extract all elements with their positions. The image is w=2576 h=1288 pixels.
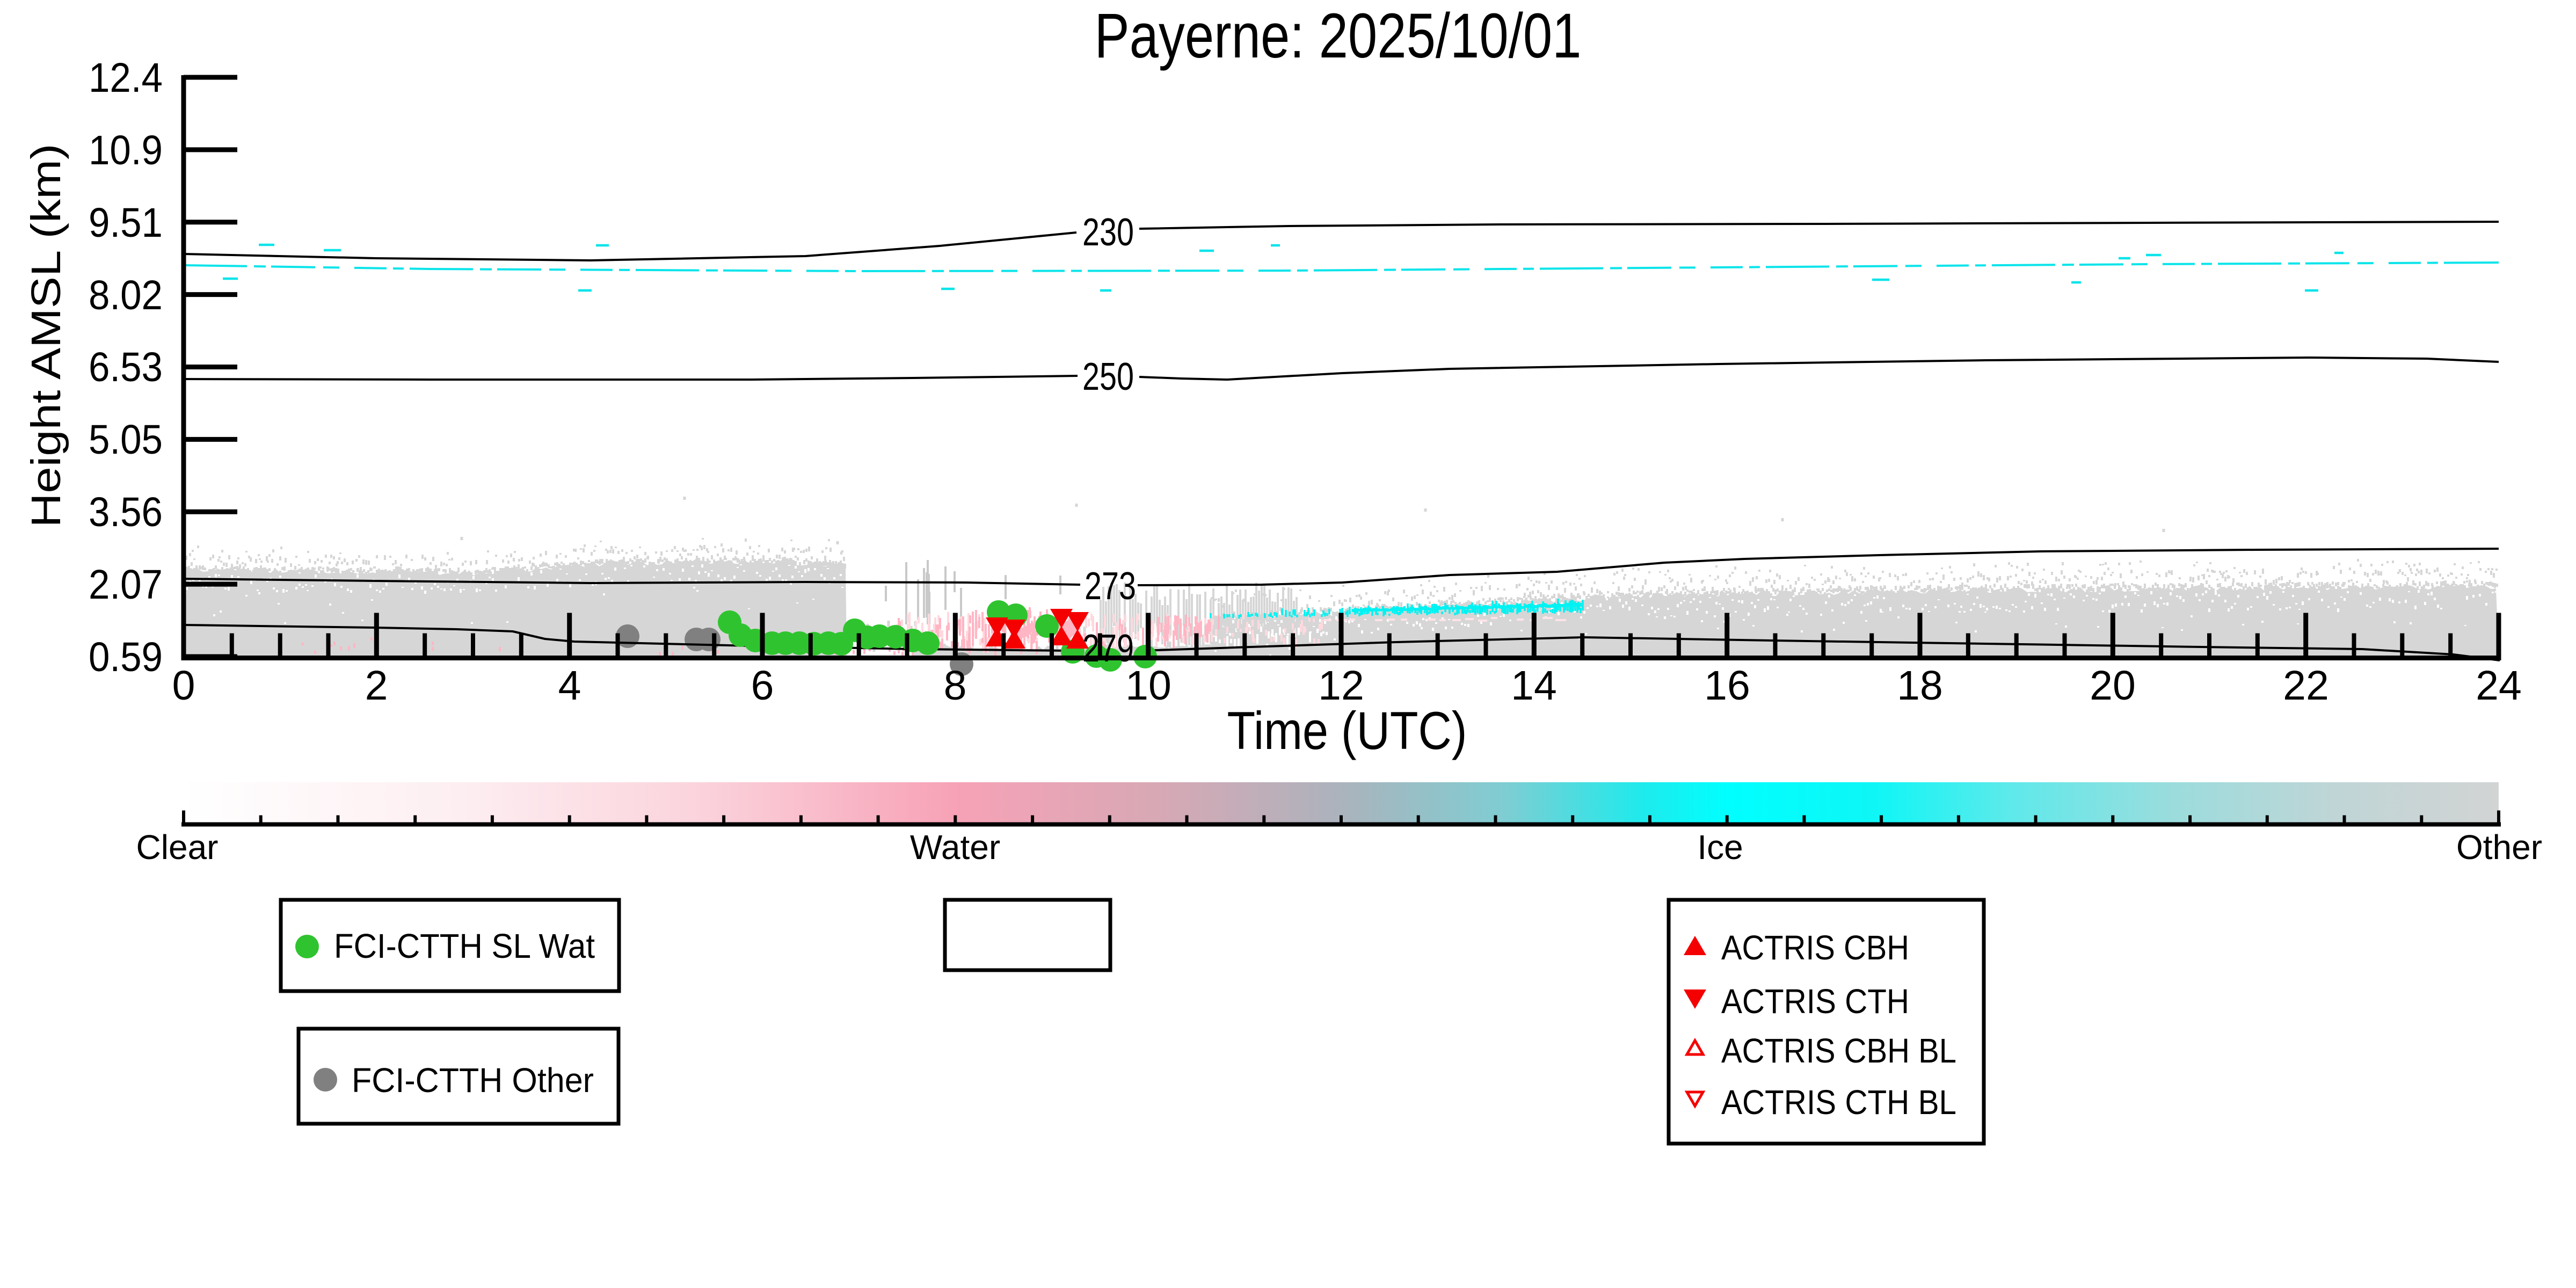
svg-text:10.9: 10.9 bbox=[89, 127, 163, 173]
svg-text:250: 250 bbox=[1082, 355, 1134, 398]
svg-text:10: 10 bbox=[1125, 663, 1171, 709]
svg-text:9.51: 9.51 bbox=[89, 200, 163, 246]
svg-text:24: 24 bbox=[2476, 663, 2522, 709]
svg-text:230: 230 bbox=[1082, 211, 1134, 254]
svg-text:14: 14 bbox=[1511, 663, 1557, 709]
svg-text:Payerne: 2025/10/01: Payerne: 2025/10/01 bbox=[1095, 1, 1582, 71]
svg-text:2: 2 bbox=[365, 663, 388, 709]
svg-text:FCI-CTTH SL Wat: FCI-CTTH SL Wat bbox=[334, 927, 595, 965]
svg-text:3.56: 3.56 bbox=[89, 489, 163, 535]
svg-text:0.59: 0.59 bbox=[89, 634, 163, 680]
svg-text:279: 279 bbox=[1082, 627, 1134, 670]
svg-text:2.07: 2.07 bbox=[89, 562, 163, 608]
svg-text:Height AMSL (km): Height AMSL (km) bbox=[23, 143, 69, 527]
svg-text:12: 12 bbox=[1318, 663, 1364, 709]
svg-text:12.4: 12.4 bbox=[89, 55, 163, 101]
svg-text:Water: Water bbox=[910, 828, 1000, 867]
svg-text:5.05: 5.05 bbox=[89, 417, 163, 463]
svg-text:22: 22 bbox=[2283, 663, 2329, 709]
svg-text:FCI-CTTH Other: FCI-CTTH Other bbox=[352, 1061, 594, 1100]
svg-text:0: 0 bbox=[172, 663, 195, 709]
svg-text:Time (UTC): Time (UTC) bbox=[1227, 701, 1467, 760]
svg-text:ACTRIS CBH BL: ACTRIS CBH BL bbox=[1721, 1031, 1956, 1070]
svg-text:Clear: Clear bbox=[136, 828, 219, 867]
svg-text:20: 20 bbox=[2090, 663, 2136, 709]
svg-text:273: 273 bbox=[1085, 565, 1136, 608]
svg-text:ACTRIS CTH: ACTRIS CTH bbox=[1721, 982, 1909, 1021]
svg-text:6: 6 bbox=[751, 663, 774, 709]
svg-text:8: 8 bbox=[944, 663, 967, 709]
svg-text:4: 4 bbox=[558, 663, 581, 709]
svg-text:16: 16 bbox=[1704, 663, 1750, 709]
svg-text:ACTRIS CBH: ACTRIS CBH bbox=[1721, 928, 1909, 967]
svg-text:Other: Other bbox=[2456, 828, 2542, 867]
svg-text:8.02: 8.02 bbox=[89, 272, 163, 318]
svg-text:18: 18 bbox=[1897, 663, 1943, 709]
svg-text:Ice: Ice bbox=[1697, 828, 1743, 867]
svg-text:6.53: 6.53 bbox=[89, 344, 163, 390]
svg-text:ACTRIS CTH BL: ACTRIS CTH BL bbox=[1721, 1083, 1956, 1122]
